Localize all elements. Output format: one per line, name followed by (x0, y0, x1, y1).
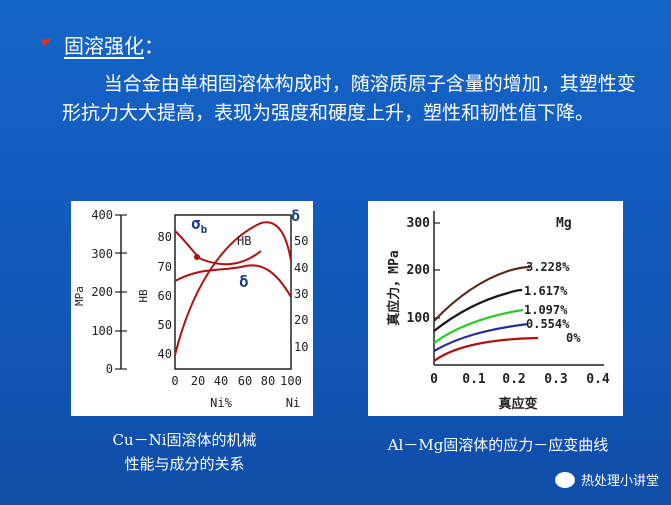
delta-tick-30: 30 (294, 287, 308, 301)
stress-tick-300: 300 (407, 216, 431, 231)
delta-axis-label: δ (291, 207, 300, 225)
delta-tick-20: 20 (294, 313, 308, 327)
delta-tick-40: 40 (294, 261, 308, 275)
section-heading: 固溶强化： (64, 30, 164, 59)
stress-axis-ticks (434, 222, 440, 319)
stress-tick-200: 200 (407, 263, 431, 278)
curve-intersection-dot (194, 254, 200, 260)
strain-tick-0: 0 (430, 372, 438, 387)
mpa-tick-0: 0 (106, 362, 113, 376)
plot-frame (174, 214, 292, 370)
watermark: 热处理小讲堂 (554, 470, 659, 489)
curve-1.617 (433, 288, 523, 332)
body-paragraph: 当合金由单相固溶体构成时，随溶质原子含量的增加，其塑性变形抗力大大提高，表现为强… (62, 70, 642, 128)
curve-label-0: 0% (566, 331, 581, 345)
curve-0.554 (433, 322, 529, 352)
x-tick-100: 100 (280, 374, 302, 388)
curve-1.097 (433, 308, 524, 344)
curve-label-0.554: 0.554% (526, 317, 570, 331)
wechat-icon (554, 471, 575, 488)
figure1-caption-line2: 性能与成分的关系 (124, 455, 245, 473)
x-tick-40: 40 (214, 374, 228, 388)
strain-tick-0.4: 0.4 (586, 372, 610, 387)
stress-axis-label: 真应力，MPa (386, 250, 402, 326)
strain-axis-label: 真应变 (498, 396, 537, 412)
figure1-caption: Cu－Ni固溶体的机械 性能与成分的关系 (72, 428, 297, 476)
hb-curve-label: HB (237, 234, 251, 248)
heading-title: 固溶强化 (64, 34, 144, 58)
curve-label-1.617: 1.617% (524, 284, 568, 298)
hb-tick-80: 80 (158, 230, 172, 244)
x-tick-60: 60 (238, 374, 252, 388)
strain-tick-0.1: 0.1 (462, 372, 486, 387)
hb-tick-50: 50 (158, 318, 172, 332)
body-text: 当合金由单相固溶体构成时，随溶质原子含量的增加，其塑性变形抗力大大提高，表现为强… (62, 73, 636, 124)
strain-tick-0.2: 0.2 (502, 372, 525, 387)
x-tick-20: 20 (191, 374, 205, 388)
sigma-b-curve-middle (200, 250, 262, 266)
x-axis-right-label: Ni (286, 396, 300, 410)
curve-label-3.228: 3.228% (526, 260, 570, 274)
al-mg-chart: 300 200 100 0 0.1 0.2 0.3 0.4 真应力，MPa 真应… (386, 211, 610, 412)
sigma-subscript: b (201, 223, 208, 236)
cu-ni-chart: 400 300 200 100 0 MPa 80 70 60 50 40 HB … (73, 207, 308, 410)
delta-tick-10: 10 (294, 340, 308, 354)
mpa-axis-ticks (115, 214, 127, 370)
mpa-tick-100: 100 (91, 324, 113, 338)
curve-3.228 (433, 265, 531, 322)
sigma-symbol: σ (191, 214, 201, 233)
curve-0 (433, 336, 539, 362)
hb-tick-70: 70 (158, 260, 172, 274)
delta-tick-50: 50 (294, 234, 308, 248)
hb-tick-60: 60 (158, 289, 172, 303)
heading-colon: ： (144, 34, 164, 58)
hb-curve (174, 221, 292, 356)
al-mg-figure: 300 200 100 0 0.1 0.2 0.3 0.4 真应力，MPa 真应… (368, 201, 623, 416)
x-axis-label: Ni% (210, 396, 232, 410)
watermark-text: 热处理小讲堂 (580, 474, 659, 489)
strain-tick-0.3: 0.3 (544, 372, 567, 387)
mpa-tick-400: 400 (91, 208, 113, 222)
legend-title: Mg (556, 216, 572, 231)
x-tick-0: 0 (171, 374, 178, 388)
delta-curve (174, 264, 292, 298)
figure2-caption: Al－Mg固溶体的应力－应变曲线 (387, 436, 609, 454)
hb-axis-label: HB (137, 289, 150, 303)
delta-curve-label: δ (239, 272, 249, 291)
hb-tick-40: 40 (158, 347, 172, 361)
mpa-tick-300: 300 (91, 247, 113, 261)
cu-ni-figure: 400 300 200 100 0 MPa 80 70 60 50 40 HB … (71, 201, 313, 416)
stress-tick-100: 100 (407, 311, 431, 326)
mpa-axis-unit: MPa (73, 286, 86, 306)
curve-label-1.097: 1.097% (524, 303, 568, 317)
mpa-tick-200: 200 (91, 285, 113, 299)
sigma-label: σb (191, 214, 208, 236)
figure1-caption-line1: Cu－Ni固溶体的机械 (112, 431, 257, 449)
bullet-arrow-icon (40, 35, 54, 47)
x-tick-80: 80 (261, 374, 275, 388)
